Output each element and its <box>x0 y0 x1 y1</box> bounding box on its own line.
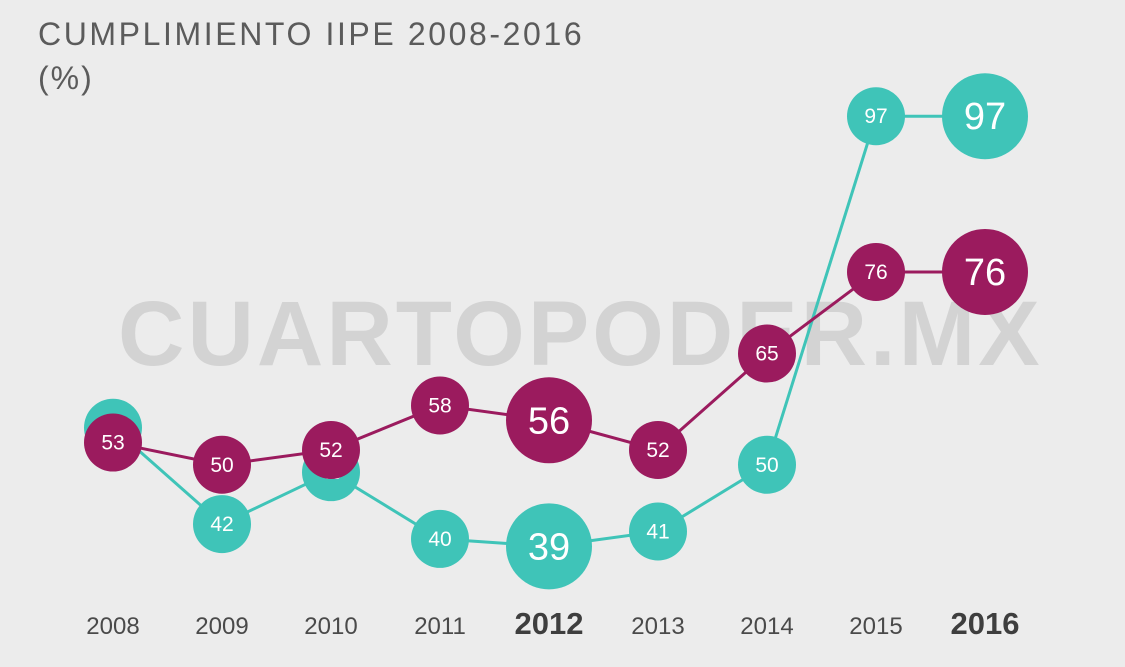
data-label-s2-2011: 58 <box>428 394 451 417</box>
data-point-s2-2011 <box>411 376 469 435</box>
x-tick-label-2009: 2009 <box>195 613 248 640</box>
x-tick-label-2011: 2011 <box>414 613 466 640</box>
data-point-s2-2012 <box>506 377 592 464</box>
data-label-s2-2015: 76 <box>864 261 887 284</box>
chart-subtitle: (%) <box>38 60 94 96</box>
data-label-s2-2012: 56 <box>528 400 570 442</box>
x-tick-label-2016: 2016 <box>951 606 1020 641</box>
data-point-s1-2011 <box>411 509 469 568</box>
chart-title: CUMPLIMIENTO IIPE 2008-2016 <box>38 16 585 52</box>
data-point-s2-2015 <box>847 242 905 301</box>
data-label-s2-2014: 65 <box>755 343 778 366</box>
data-label-s1-2016: 97 <box>964 96 1006 138</box>
data-point-s1-2013 <box>629 502 687 561</box>
series-markers: 554249403941509797535052585652657676 <box>84 73 1028 590</box>
x-tick-label-2015: 2015 <box>849 613 902 640</box>
data-label-s2-2013: 52 <box>646 439 669 462</box>
data-label-s1-2013: 41 <box>646 521 669 544</box>
data-label-s2-2008: 53 <box>101 432 124 455</box>
data-label-s2-2010: 52 <box>319 439 342 462</box>
data-point-s1-2012 <box>506 503 592 590</box>
data-point-s1-2009 <box>193 495 251 554</box>
data-label-s1-2009: 42 <box>210 513 233 536</box>
data-point-s2-2013 <box>629 420 687 479</box>
watermark: CUARTOPODER.MX <box>118 283 1043 385</box>
data-label-s1-2012: 39 <box>528 526 570 568</box>
data-point-s2-2008 <box>84 413 142 472</box>
x-tick-label-2013: 2013 <box>631 613 684 640</box>
x-tick-label-2012: 2012 <box>515 606 584 641</box>
data-label-s1-2011: 40 <box>428 528 451 551</box>
data-label-s1-2015: 97 <box>864 105 887 128</box>
data-point-s1-2016 <box>942 73 1028 160</box>
data-point-s2-2009 <box>193 435 251 494</box>
data-point-s1-2015 <box>847 87 905 146</box>
x-tick-label-2008: 2008 <box>86 613 139 640</box>
data-label-s2-2016: 76 <box>964 252 1006 294</box>
data-label-s2-2009: 50 <box>210 454 233 477</box>
x-tick-label-2014: 2014 <box>740 613 793 640</box>
data-point-s1-2014 <box>738 435 796 494</box>
data-point-s2-2016 <box>942 228 1028 315</box>
data-label-s1-2014: 50 <box>755 454 778 477</box>
x-tick-label-2010: 2010 <box>304 613 357 640</box>
data-point-s2-2010 <box>302 420 360 479</box>
data-point-s2-2014 <box>738 324 796 383</box>
